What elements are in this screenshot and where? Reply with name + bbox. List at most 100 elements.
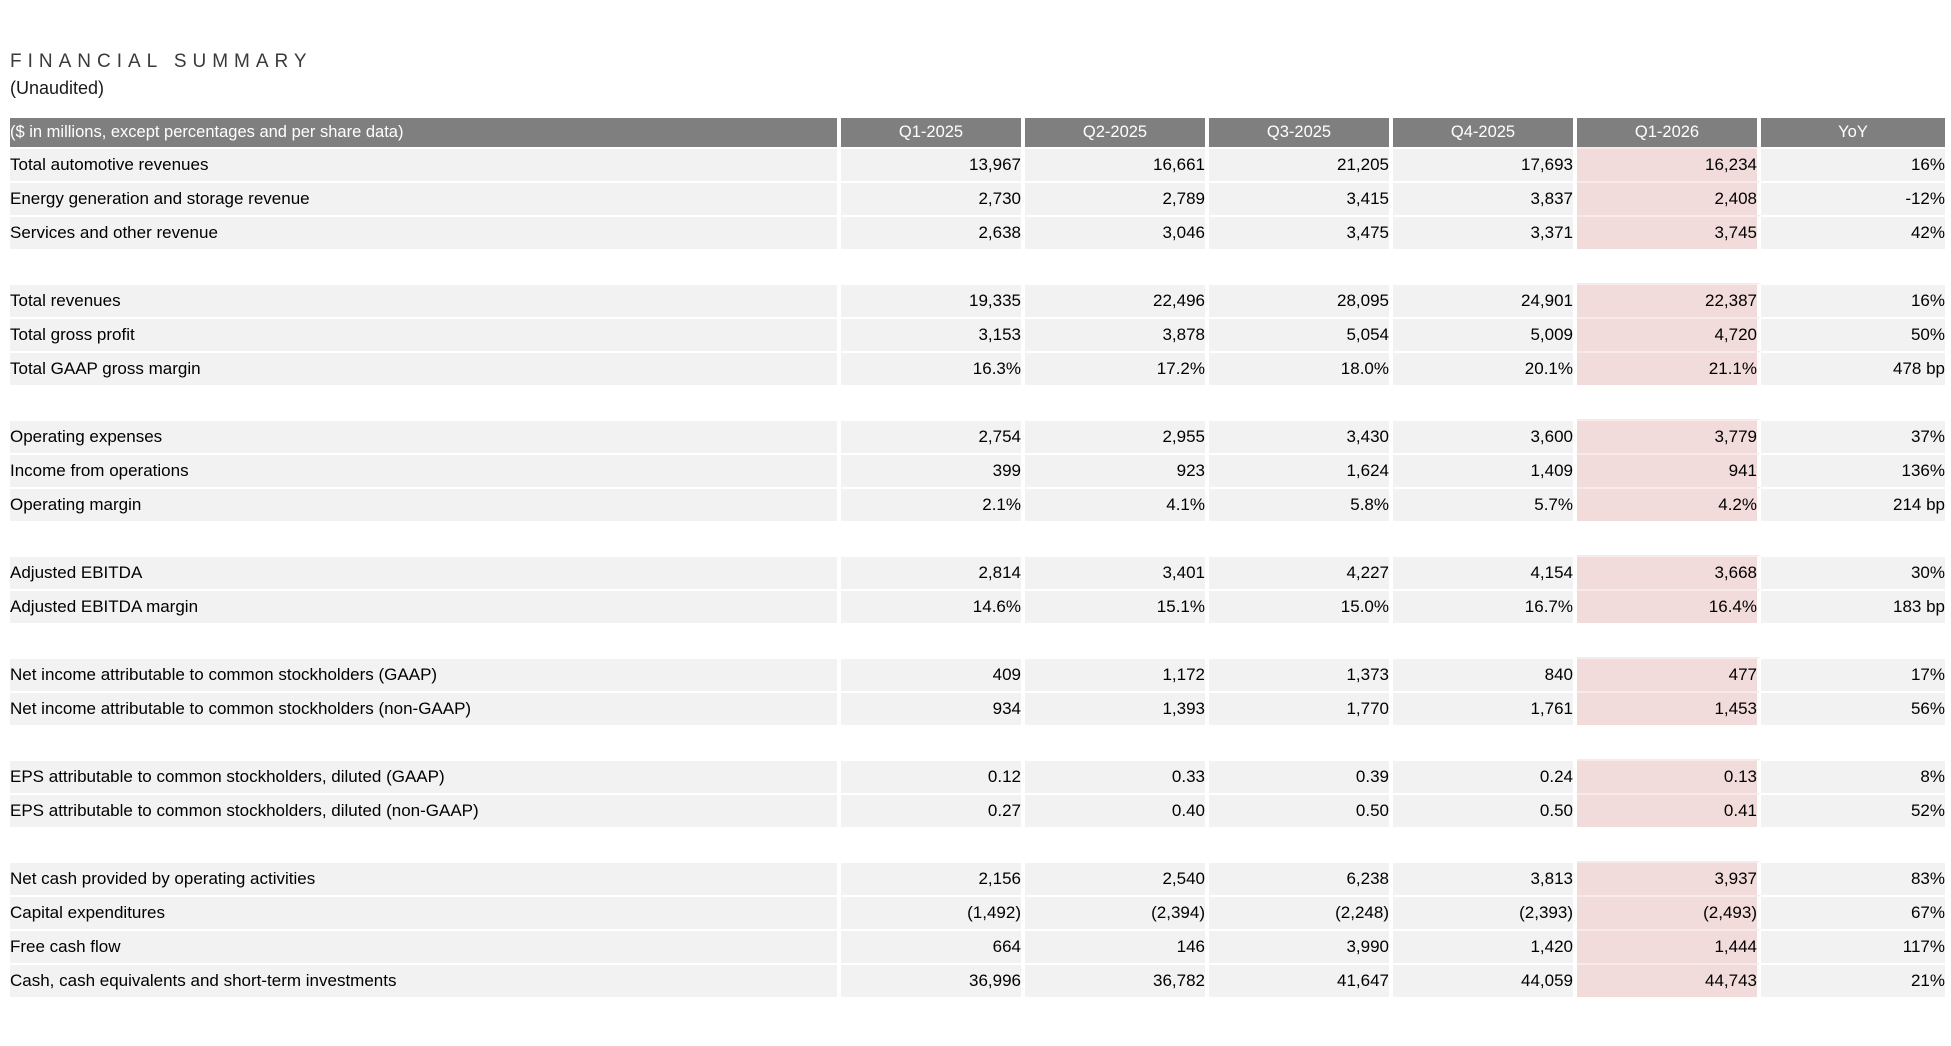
page-subtitle: (Unaudited) [10, 78, 105, 98]
row-label: EPS attributable to common stockholders,… [10, 793, 841, 827]
cell-q2-2025: 923 [1025, 453, 1209, 487]
column-header-q2-2025: Q2-2025 [1025, 118, 1209, 147]
cell-q4-2025: 5.7% [1393, 487, 1577, 521]
row-label: Total GAAP gross margin [10, 351, 841, 385]
cell-q4-2025: 20.1% [1393, 351, 1577, 385]
cell-q1-2026: 21.1% [1577, 351, 1761, 385]
cell-q2-2025: (2,394) [1025, 895, 1209, 929]
cell-yoy: -12% [1761, 181, 1945, 215]
cell-q2-2025: 146 [1025, 929, 1209, 963]
page-title: FINANCIAL SUMMARY [10, 51, 313, 72]
cell-q1-2025: 934 [841, 691, 1025, 725]
cell-q2-2025: 2,540 [1025, 861, 1209, 895]
cell-q4-2025: 4,154 [1393, 555, 1577, 589]
cell-q2-2025: 17.2% [1025, 351, 1209, 385]
row-label: Adjusted EBITDA margin [10, 589, 841, 623]
cell-q1-2025: 2,754 [841, 419, 1025, 453]
cell-q2-2025: 3,046 [1025, 215, 1209, 249]
cell-q1-2026: 1,453 [1577, 691, 1761, 725]
cell-q1-2026: 22,387 [1577, 283, 1761, 317]
cell-q2-2025: 2,955 [1025, 419, 1209, 453]
row-label: EPS attributable to common stockholders,… [10, 759, 841, 793]
cell-q1-2025: 2.1% [841, 487, 1025, 521]
cell-q4-2025: 0.50 [1393, 793, 1577, 827]
cell-q1-2026: 4,720 [1577, 317, 1761, 351]
cell-q3-2025: 6,238 [1209, 861, 1393, 895]
financial-summary-table: ($ in millions, except percentages and p… [10, 118, 1945, 997]
cell-yoy: 42% [1761, 215, 1945, 249]
cell-q2-2025: 36,782 [1025, 963, 1209, 997]
table-row: Free cash flow 664 146 3,990 1,420 1,444 117% [10, 929, 1945, 963]
cell-q3-2025: 0.50 [1209, 793, 1393, 827]
table-row: Adjusted EBITDA 2,814 3,401 4,227 4,154 3,668… [10, 555, 1945, 589]
cell-q3-2025: 18.0% [1209, 351, 1393, 385]
header-units-label: ($ in millions, except percentages and p… [10, 118, 841, 147]
cell-q4-2025: 0.24 [1393, 759, 1577, 793]
cell-yoy: 16% [1761, 147, 1945, 181]
cell-q1-2025: 399 [841, 453, 1025, 487]
cell-q4-2025: 44,059 [1393, 963, 1577, 997]
cell-q1-2026: (2,493) [1577, 895, 1761, 929]
spacer-row [10, 521, 1945, 555]
table-row: Net income attributable to common stockh… [10, 657, 1945, 691]
table-row: Net cash provided by operating activitie… [10, 861, 1945, 895]
cell-q3-2025: (2,248) [1209, 895, 1393, 929]
row-label: Total gross profit [10, 317, 841, 351]
cell-yoy: 8% [1761, 759, 1945, 793]
cell-q3-2025: 5.8% [1209, 487, 1393, 521]
cell-q1-2025: 2,638 [841, 215, 1025, 249]
spacer-row [10, 249, 1945, 283]
spacer-row [10, 385, 1945, 419]
row-label: Total automotive revenues [10, 147, 841, 181]
cell-q2-2025: 0.33 [1025, 759, 1209, 793]
cell-yoy: 16% [1761, 283, 1945, 317]
cell-q1-2025: 19,335 [841, 283, 1025, 317]
row-label: Adjusted EBITDA [10, 555, 841, 589]
row-label: Free cash flow [10, 929, 841, 963]
cell-q2-2025: 4.1% [1025, 487, 1209, 521]
table-row: Net income attributable to common stockh… [10, 691, 1945, 725]
table-body: Total automotive revenues 13,967 16,661 21,… [10, 147, 1945, 997]
cell-q3-2025: 3,475 [1209, 215, 1393, 249]
row-label: Capital expenditures [10, 895, 841, 929]
table-row: Cash, cash equivalents and short-term in… [10, 963, 1945, 997]
cell-q1-2026: 3,745 [1577, 215, 1761, 249]
cell-q1-2026: 44,743 [1577, 963, 1761, 997]
cell-q1-2025: 14.6% [841, 589, 1025, 623]
cell-q1-2026: 3,937 [1577, 861, 1761, 895]
cell-yoy: 56% [1761, 691, 1945, 725]
column-header-q3-2025: Q3-2025 [1209, 118, 1393, 147]
cell-q4-2025: 3,600 [1393, 419, 1577, 453]
cell-q3-2025: 15.0% [1209, 589, 1393, 623]
cell-yoy: 37% [1761, 419, 1945, 453]
cell-q1-2025: 36,996 [841, 963, 1025, 997]
table-row: Income from operations 399 923 1,624 1,409 94… [10, 453, 1945, 487]
table-row: Operating margin 2.1% 4.1% 5.8% 5.7% 4.2% 214 … [10, 487, 1945, 521]
cell-yoy: 21% [1761, 963, 1945, 997]
cell-yoy: 52% [1761, 793, 1945, 827]
cell-q4-2025: 3,813 [1393, 861, 1577, 895]
cell-q3-2025: 3,990 [1209, 929, 1393, 963]
cell-q4-2025: 16.7% [1393, 589, 1577, 623]
cell-q3-2025: 41,647 [1209, 963, 1393, 997]
table-row: Total automotive revenues 13,967 16,661 21,… [10, 147, 1945, 181]
cell-q3-2025: 1,373 [1209, 657, 1393, 691]
cell-yoy: 67% [1761, 895, 1945, 929]
cell-q1-2025: 0.27 [841, 793, 1025, 827]
cell-q2-2025: 2,789 [1025, 181, 1209, 215]
row-label: Income from operations [10, 453, 841, 487]
cell-yoy: 478 bp [1761, 351, 1945, 385]
cell-q4-2025: 3,371 [1393, 215, 1577, 249]
cell-yoy: 50% [1761, 317, 1945, 351]
table-row: Capital expenditures (1,492) (2,394) (2,248… [10, 895, 1945, 929]
cell-yoy: 117% [1761, 929, 1945, 963]
column-header-q1-2025: Q1-2025 [841, 118, 1025, 147]
cell-q3-2025: 5,054 [1209, 317, 1393, 351]
table-row: Total GAAP gross margin 16.3% 17.2% 18.0% 20… [10, 351, 1945, 385]
cell-q2-2025: 16,661 [1025, 147, 1209, 181]
cell-q4-2025: 1,409 [1393, 453, 1577, 487]
cell-yoy: 30% [1761, 555, 1945, 589]
cell-q1-2025: 2,730 [841, 181, 1025, 215]
cell-q4-2025: 1,761 [1393, 691, 1577, 725]
